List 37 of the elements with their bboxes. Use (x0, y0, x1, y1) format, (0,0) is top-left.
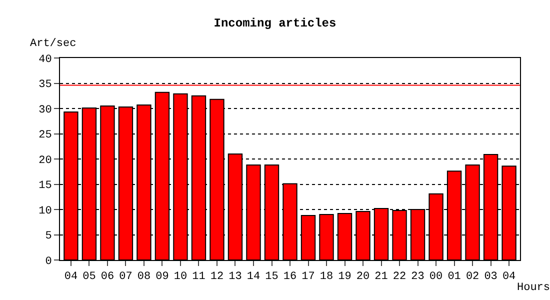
x-tick-label: 15 (265, 271, 278, 284)
y-tick-label: 20 (38, 154, 52, 167)
x-tick-label: 18 (320, 271, 334, 284)
x-tick-label: 01 (448, 271, 462, 284)
y-tick-label: 35 (38, 79, 52, 92)
x-tick-label: 07 (119, 271, 132, 284)
y-tick-label: 15 (38, 180, 52, 192)
y-tick-label: 30 (38, 104, 52, 116)
x-tick-label: 16 (283, 271, 297, 284)
x-tick-label: 03 (484, 271, 498, 284)
x-axis-title: Hours (517, 282, 550, 294)
y-tick-label: 10 (38, 205, 52, 218)
x-tick-label: 19 (338, 271, 352, 284)
x-tick-label: 05 (82, 271, 96, 284)
x-tick-label: 23 (411, 271, 424, 284)
x-tick-label: 14 (246, 271, 260, 284)
x-tick-label: 02 (466, 271, 480, 284)
x-tick-label: 12 (210, 271, 224, 284)
x-tick-label: 11 (192, 271, 206, 284)
x-tick-label: 09 (156, 271, 169, 284)
x-tick-label: 21 (374, 271, 388, 284)
x-tick-label: 04 (502, 271, 516, 284)
y-tick-label: 0 (45, 256, 52, 268)
x-tick-label: 17 (302, 271, 315, 284)
x-tick-label: 04 (64, 271, 78, 284)
x-tick-label: 13 (228, 271, 242, 284)
x-tick-label: 10 (174, 271, 188, 284)
x-tick-label: 22 (392, 271, 406, 284)
chart-title: Incoming articles (214, 16, 336, 30)
y-tick-label: 40 (38, 54, 52, 66)
y-axis-title: Art/sec (30, 38, 76, 50)
x-tick-label: 08 (137, 271, 151, 284)
x-tick-label: 00 (429, 271, 443, 284)
y-tick-label: 25 (38, 130, 52, 142)
x-tick-label: 06 (100, 271, 114, 284)
y-tick-label: 5 (45, 230, 52, 243)
x-tick-label: 20 (356, 271, 370, 284)
